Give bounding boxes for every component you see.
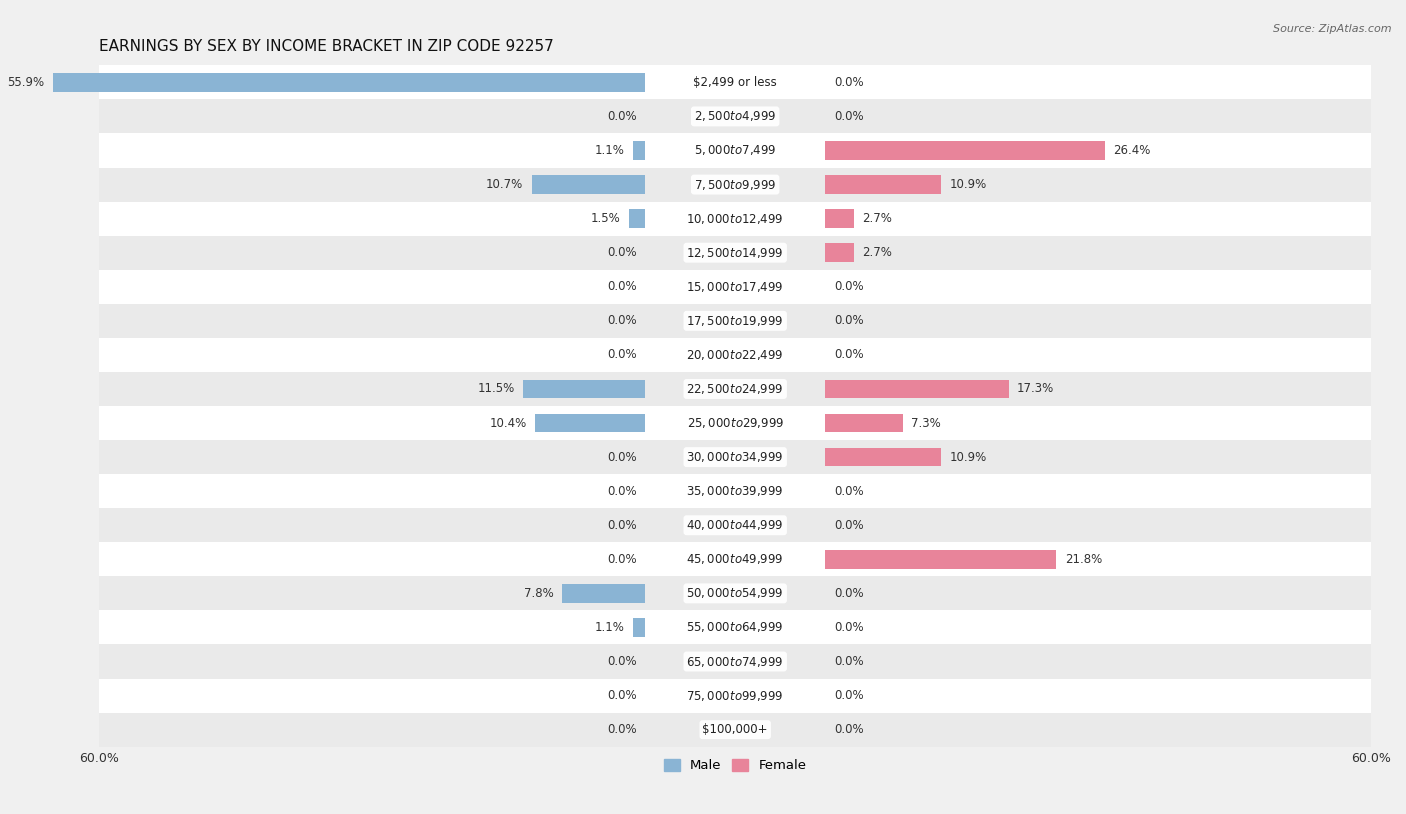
Text: $12,500 to $14,999: $12,500 to $14,999 (686, 246, 785, 260)
Text: 0.0%: 0.0% (834, 519, 863, 532)
Text: 10.7%: 10.7% (486, 178, 523, 191)
Text: 21.8%: 21.8% (1064, 553, 1102, 566)
Text: EARNINGS BY SEX BY INCOME BRACKET IN ZIP CODE 92257: EARNINGS BY SEX BY INCOME BRACKET IN ZIP… (100, 39, 554, 55)
Text: 0.0%: 0.0% (834, 587, 863, 600)
Text: 0.0%: 0.0% (607, 655, 637, 668)
Bar (100, 474, 1371, 508)
Text: 10.9%: 10.9% (949, 451, 987, 464)
Bar (825, 209, 853, 228)
Text: $45,000 to $49,999: $45,000 to $49,999 (686, 553, 785, 567)
Bar (100, 542, 1371, 576)
Text: 0.0%: 0.0% (607, 519, 637, 532)
Bar (562, 584, 645, 602)
Text: 0.0%: 0.0% (607, 246, 637, 259)
Text: 0.0%: 0.0% (834, 655, 863, 668)
Text: $5,000 to $7,499: $5,000 to $7,499 (695, 143, 776, 157)
Bar (100, 202, 1371, 236)
Bar (100, 168, 1371, 202)
Bar (523, 379, 645, 398)
Text: 0.0%: 0.0% (834, 689, 863, 702)
Bar (825, 550, 1056, 569)
Bar (100, 99, 1371, 133)
Bar (825, 414, 903, 432)
Text: 0.0%: 0.0% (607, 553, 637, 566)
Text: $10,000 to $12,499: $10,000 to $12,499 (686, 212, 785, 225)
Text: 0.0%: 0.0% (834, 348, 863, 361)
Bar (825, 175, 941, 194)
Text: 0.0%: 0.0% (607, 484, 637, 497)
Text: 0.0%: 0.0% (834, 314, 863, 327)
Text: 0.0%: 0.0% (607, 723, 637, 736)
Text: 2.7%: 2.7% (862, 212, 893, 225)
Text: $75,000 to $99,999: $75,000 to $99,999 (686, 689, 785, 702)
Text: $22,500 to $24,999: $22,500 to $24,999 (686, 382, 785, 396)
Text: $2,500 to $4,999: $2,500 to $4,999 (695, 109, 776, 124)
Text: $35,000 to $39,999: $35,000 to $39,999 (686, 484, 785, 498)
Text: 7.3%: 7.3% (911, 417, 941, 430)
Bar (100, 712, 1371, 746)
Text: 0.0%: 0.0% (834, 110, 863, 123)
Bar (825, 448, 941, 466)
Text: 7.8%: 7.8% (524, 587, 554, 600)
Text: 0.0%: 0.0% (607, 110, 637, 123)
Text: 1.1%: 1.1% (595, 621, 626, 634)
Text: $50,000 to $54,999: $50,000 to $54,999 (686, 586, 785, 601)
Text: 1.5%: 1.5% (591, 212, 620, 225)
Bar (630, 209, 645, 228)
Text: $30,000 to $34,999: $30,000 to $34,999 (686, 450, 785, 464)
Text: 17.3%: 17.3% (1017, 383, 1054, 396)
Bar (100, 679, 1371, 712)
Bar (531, 175, 645, 194)
Bar (825, 141, 1105, 160)
Bar (634, 618, 645, 637)
Text: 55.9%: 55.9% (7, 76, 44, 89)
Text: 10.4%: 10.4% (489, 417, 526, 430)
Text: $2,499 or less: $2,499 or less (693, 76, 778, 89)
Bar (100, 133, 1371, 168)
Text: Source: ZipAtlas.com: Source: ZipAtlas.com (1274, 24, 1392, 34)
Bar (825, 243, 853, 262)
Text: 1.1%: 1.1% (595, 144, 626, 157)
Bar (100, 65, 1371, 99)
Text: $20,000 to $22,499: $20,000 to $22,499 (686, 348, 785, 362)
Text: 0.0%: 0.0% (607, 451, 637, 464)
Bar (52, 73, 645, 92)
Text: $55,000 to $64,999: $55,000 to $64,999 (686, 620, 785, 634)
Text: 11.5%: 11.5% (478, 383, 515, 396)
Text: 0.0%: 0.0% (607, 314, 637, 327)
Text: 2.7%: 2.7% (862, 246, 893, 259)
Text: 0.0%: 0.0% (834, 76, 863, 89)
Bar (634, 141, 645, 160)
Bar (825, 379, 1008, 398)
Bar (100, 236, 1371, 269)
Bar (100, 576, 1371, 610)
Bar (100, 406, 1371, 440)
Text: 0.0%: 0.0% (834, 723, 863, 736)
Bar (100, 269, 1371, 304)
Bar (100, 338, 1371, 372)
Text: $15,000 to $17,499: $15,000 to $17,499 (686, 280, 785, 294)
Text: $65,000 to $74,999: $65,000 to $74,999 (686, 654, 785, 668)
Text: $40,000 to $44,999: $40,000 to $44,999 (686, 519, 785, 532)
Bar (100, 440, 1371, 474)
Text: $25,000 to $29,999: $25,000 to $29,999 (686, 416, 783, 430)
Text: 0.0%: 0.0% (607, 280, 637, 293)
Bar (100, 508, 1371, 542)
Text: 0.0%: 0.0% (607, 689, 637, 702)
Text: $100,000+: $100,000+ (703, 723, 768, 736)
Text: 0.0%: 0.0% (607, 348, 637, 361)
Text: 10.9%: 10.9% (949, 178, 987, 191)
Legend: Male, Female: Male, Female (658, 754, 811, 777)
Bar (100, 304, 1371, 338)
Bar (100, 645, 1371, 679)
Text: 0.0%: 0.0% (834, 621, 863, 634)
Text: $17,500 to $19,999: $17,500 to $19,999 (686, 314, 785, 328)
Bar (534, 414, 645, 432)
Text: $7,500 to $9,999: $7,500 to $9,999 (695, 177, 776, 191)
Bar (100, 372, 1371, 406)
Text: 26.4%: 26.4% (1114, 144, 1152, 157)
Text: 0.0%: 0.0% (834, 484, 863, 497)
Text: 0.0%: 0.0% (834, 280, 863, 293)
Bar (100, 610, 1371, 645)
